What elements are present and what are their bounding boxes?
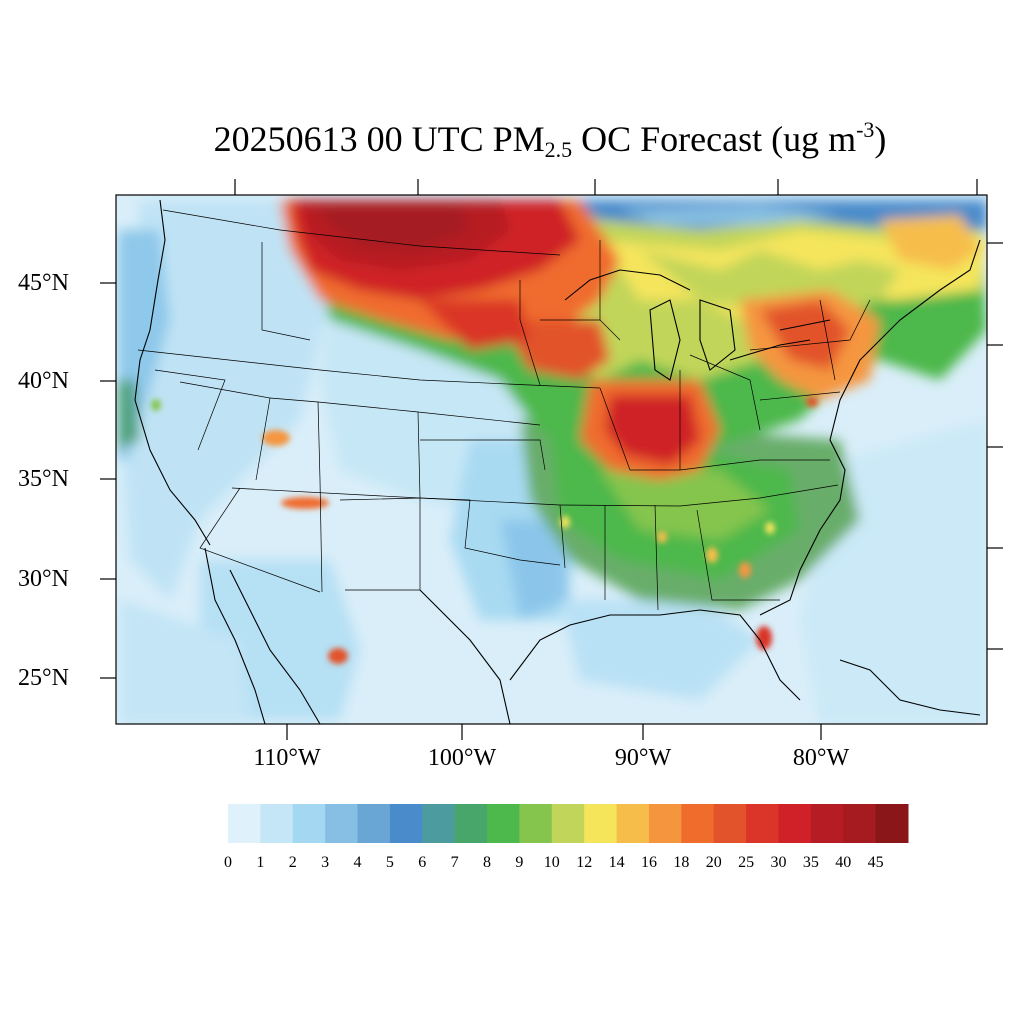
colorbar-label: 20 [705,854,722,871]
colorbar-swatch [713,804,747,843]
colorbar-swatch [292,804,326,843]
lat-label: 25°N [18,665,69,691]
lon-label: 110°W [253,745,321,771]
colorbar-label: 0 [224,854,232,871]
map-frame [115,194,988,725]
lat-label: 35°N [18,466,69,492]
colorbar-swatch [746,804,779,843]
colorbar-label: 10 [543,854,560,871]
colorbar-swatch [778,804,812,843]
map-title: 20250613 00 UTC PM2.5 OC Forecast (ug m-… [213,117,887,162]
colorbar-label: 7 [450,854,459,871]
colorbar-label: 5 [385,854,394,871]
concentration-field [116,195,987,724]
colorbar-swatch [454,804,488,843]
colorbar-swatch [584,804,618,843]
colorbar-swatch [681,804,715,843]
lon-label: 80°W [792,745,850,771]
colorbar-swatch [389,804,423,843]
colorbar-label: 16 [640,854,657,871]
colorbar-label: 14 [608,854,625,871]
colorbar-swatch [487,804,520,843]
colorbar-label: 35 [802,854,819,871]
colorbar-swatch [551,804,585,843]
colorbar-swatch [422,804,456,843]
lon-label: 100°W [427,745,497,771]
colorbar-label: 2 [288,854,297,871]
colorbar-swatch [648,804,682,843]
colorbar-label: 8 [483,854,492,871]
colorbar-swatch [228,804,261,843]
colorbar-swatch [357,804,391,843]
colorbar-label: 12 [576,854,593,871]
colorbar-label: 18 [673,854,690,871]
colorbar-label: 1 [256,854,265,871]
colorbar-label: 4 [353,854,362,871]
hotspots [151,397,818,664]
lat-label: 30°N [18,566,69,592]
colorbar-label: 45 [867,854,884,871]
colorbar-label: 30 [770,854,787,871]
colorbar-swatch [260,804,294,843]
lat-label: 40°N [18,368,69,394]
colorbar-label: 25 [738,854,755,871]
colorbar-label: 3 [321,854,330,871]
colorbar-swatch [843,804,877,843]
lon-label: 90°W [614,745,672,771]
colorbar-label: 6 [418,854,427,871]
state-boundaries [137,209,871,611]
colorbar-swatch [519,804,553,843]
lat-label: 45°N [18,270,69,296]
colorbar-swatch [810,804,844,843]
axis-ticks [100,179,1003,740]
colorbar-label: 9 [515,854,524,871]
colorbar-swatch [875,804,909,843]
coastlines [134,199,981,724]
colorbar-label: 40 [835,854,852,871]
colorbar [228,804,909,843]
colorbar-swatch [325,804,359,843]
colorbar-swatch [616,804,650,843]
